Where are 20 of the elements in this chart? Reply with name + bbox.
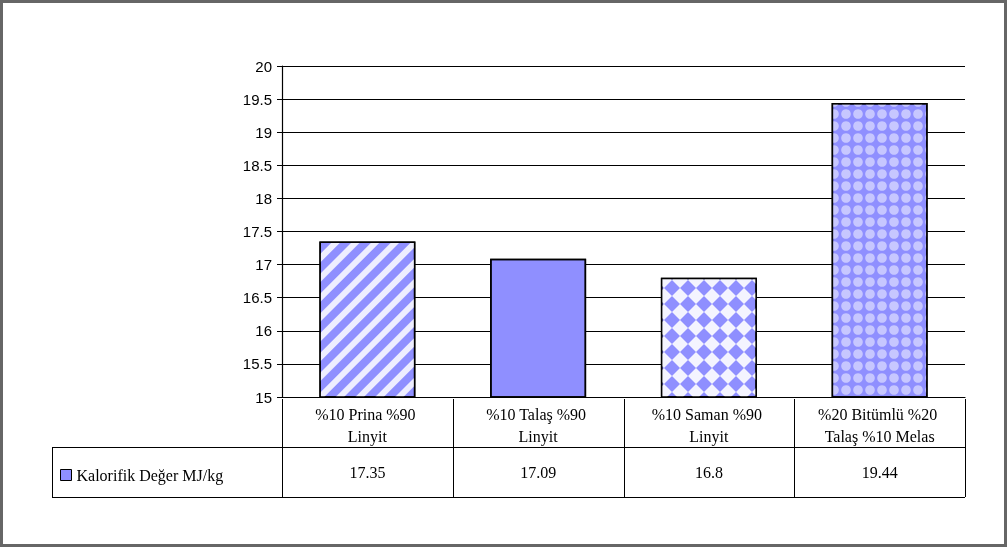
data-label: 19.44 <box>861 463 898 481</box>
data-label: 17.09 <box>520 463 557 481</box>
y-tick-label: 19 <box>255 123 272 141</box>
y-tick-label: 15.5 <box>242 355 272 373</box>
y-tick-label: 16 <box>255 322 272 340</box>
y-tick-label: 15 <box>255 388 272 406</box>
y-tick-label: 20 <box>255 57 272 75</box>
y-tick-label: 16.5 <box>242 289 272 307</box>
legend-label: Kalorifik Değer MJ/kg <box>76 466 224 485</box>
y-tick-label: 18 <box>255 189 272 207</box>
y-tick-label: 19.5 <box>242 90 272 108</box>
y-tick-label: 17 <box>255 256 272 274</box>
y-tick-label: 17.5 <box>242 223 272 240</box>
data-label: 16.8 <box>694 463 723 481</box>
x-tick-label: %10 Prina %90 Linyit <box>315 405 420 446</box>
data-label: 17.35 <box>349 463 386 481</box>
y-tick-label: 18.5 <box>242 156 272 174</box>
x-tick-label: %10 Talaş %90 Linyit <box>486 405 591 446</box>
x-tick-label: %10 Saman %90 Linyit <box>651 405 766 446</box>
x-tick-label: %20 Bitümlü %20 Talaş %10 Melas <box>818 405 942 446</box>
